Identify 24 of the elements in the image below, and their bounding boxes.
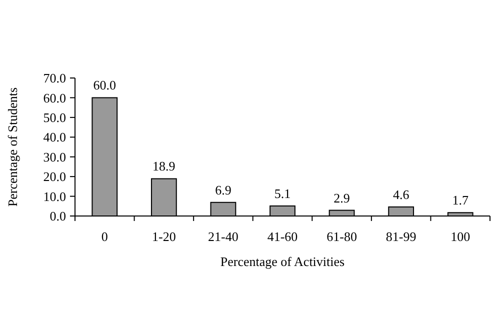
data-label: 60.0 <box>93 78 116 93</box>
y-tick-label: 40.0 <box>43 130 66 145</box>
data-label: 1.7 <box>452 192 469 208</box>
y-tick-label: 60.0 <box>43 90 66 106</box>
y-tick-label: 20.0 <box>43 169 66 184</box>
data-label: 18.9 <box>152 158 176 174</box>
x-tick-label: 41-60 <box>267 229 298 244</box>
y-tick-label: 70.0 <box>43 70 66 86</box>
data-label: 5.1 <box>274 186 291 201</box>
data-label: 6.9 <box>215 182 232 198</box>
x-tick-label: 100 <box>450 229 470 244</box>
x-axis-title: Percentage of Activities <box>220 254 345 269</box>
y-tick-label: 50.0 <box>43 110 66 125</box>
x-tick-label: 61-80 <box>326 229 357 244</box>
y-tick-label: 30.0 <box>43 149 66 164</box>
x-tick-label: 81-99 <box>386 229 416 244</box>
x-tick-label: 0 <box>101 229 108 244</box>
y-axis-title: Percentage of Students <box>5 87 20 207</box>
data-label: 2.9 <box>334 190 350 206</box>
y-tick-label: 10.0 <box>43 188 66 204</box>
x-tick-label: 21-40 <box>208 229 238 244</box>
x-tick-label: 1-20 <box>152 229 176 244</box>
data-label: 4.6 <box>392 186 410 202</box>
y-tick-label: 0.0 <box>50 208 66 224</box>
